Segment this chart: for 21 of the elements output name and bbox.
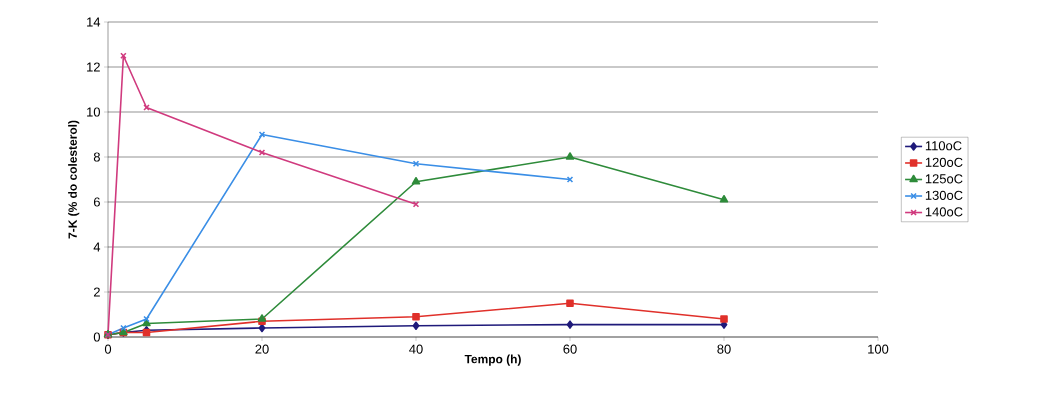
y-tick-label: 14	[87, 17, 101, 27]
x-tick-label: 100	[868, 344, 889, 354]
x-tick-label: 80	[717, 344, 731, 354]
x-tick-label: 20	[255, 344, 269, 354]
y-tick-label: 4	[93, 242, 101, 252]
legend-label: 120oC	[925, 157, 963, 167]
y-tick-label: 12	[87, 62, 100, 72]
y-tick-label: 6	[93, 197, 100, 207]
x-tick-label: 60	[563, 344, 577, 354]
y-tick-label: 10	[87, 107, 100, 117]
legend-label: 130oC	[925, 190, 963, 200]
y-tick-label: 0	[93, 332, 100, 342]
legend-label: 140oC	[925, 207, 963, 217]
y-tick-label: 2	[93, 287, 100, 297]
x-tick-label: 0	[104, 344, 112, 354]
y-axis-title: 7-K (% do colesterol)	[68, 120, 80, 239]
x-axis-title: Tempo (h)	[464, 354, 521, 366]
legend-label: 110oC	[925, 141, 962, 151]
x-tick-label: 40	[409, 344, 423, 354]
y-tick-label: 8	[93, 152, 100, 162]
legend-label: 125oC	[925, 174, 963, 184]
